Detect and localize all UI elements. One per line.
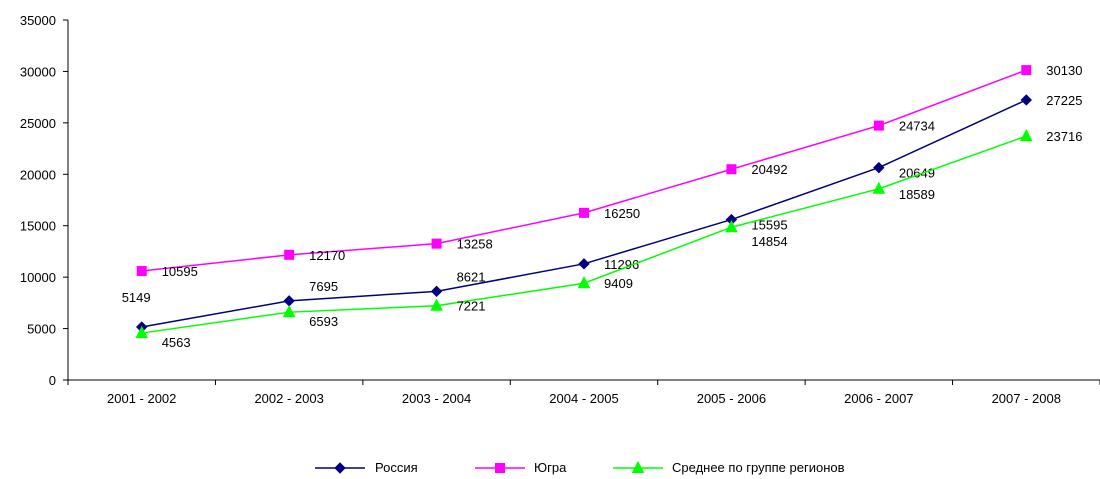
data-point (725, 220, 738, 233)
data-point (430, 298, 443, 311)
data-point (1020, 94, 1032, 106)
data-point (873, 161, 885, 174)
y-tick-label: 0 (49, 373, 56, 388)
x-tick-label: 2001 - 2002 (107, 391, 176, 406)
data-point (135, 325, 149, 339)
data-point (431, 238, 442, 249)
data-point (430, 285, 443, 298)
data-label: 9409 (604, 276, 633, 291)
legend-label: Югра (534, 460, 567, 475)
data-label: 16250 (604, 206, 640, 221)
x-tick-label: 2002 - 2003 (254, 391, 323, 406)
y-tick-label: 5000 (27, 322, 56, 337)
data-label: 4563 (162, 335, 191, 350)
data-point (726, 164, 737, 175)
data-label: 27225 (1046, 93, 1082, 108)
x-tick-label: 2003 - 2004 (402, 391, 471, 406)
x-tick-label: 2005 - 2006 (697, 391, 766, 406)
data-point (873, 120, 884, 131)
data-point (1019, 128, 1033, 142)
data-point (283, 295, 295, 307)
data-label: 18589 (899, 187, 935, 202)
data-point (579, 207, 589, 218)
data-label: 10595 (162, 264, 198, 279)
data-label: 8621 (457, 269, 486, 284)
legend-marker (631, 460, 645, 473)
data-label: 23716 (1046, 129, 1082, 144)
x-tick-label: 2006 - 2007 (844, 391, 913, 406)
legend-label: Россия (375, 460, 418, 475)
series-line (141, 69, 1027, 272)
data-label: 11296 (604, 257, 639, 272)
y-tick-label: 15000 (20, 219, 56, 234)
data-point (577, 276, 591, 289)
data-label: 20649 (899, 166, 935, 181)
data-label: 30130 (1046, 63, 1082, 78)
legend-label: Среднее по группе регионов (672, 460, 845, 475)
data-label: 12170 (309, 248, 345, 263)
legend-marker (334, 462, 346, 474)
data-point (1021, 65, 1032, 76)
data-label: 7695 (309, 279, 338, 294)
data-label: 20492 (751, 162, 787, 177)
y-tick-label: 35000 (20, 13, 56, 28)
x-tick-label: 2007 - 2008 (992, 391, 1061, 406)
data-point (282, 305, 296, 318)
data-point (284, 249, 295, 260)
y-tick-label: 20000 (20, 167, 56, 182)
data-label: 24734 (899, 119, 935, 134)
data-point (136, 266, 147, 277)
data-point (578, 258, 590, 270)
y-tick-label: 10000 (20, 270, 56, 285)
legend-marker (495, 463, 505, 473)
data-label: 14854 (751, 234, 787, 249)
data-label: 5149 (122, 290, 151, 305)
x-tick-label: 2004 - 2005 (549, 391, 618, 406)
data-point (872, 181, 886, 194)
y-tick-label: 30000 (20, 64, 56, 79)
data-label: 15595 (751, 218, 787, 233)
y-tick-label: 25000 (20, 116, 56, 131)
data-label: 7221 (457, 299, 486, 314)
data-label: 13258 (457, 237, 493, 252)
data-label: 6593 (309, 314, 338, 329)
